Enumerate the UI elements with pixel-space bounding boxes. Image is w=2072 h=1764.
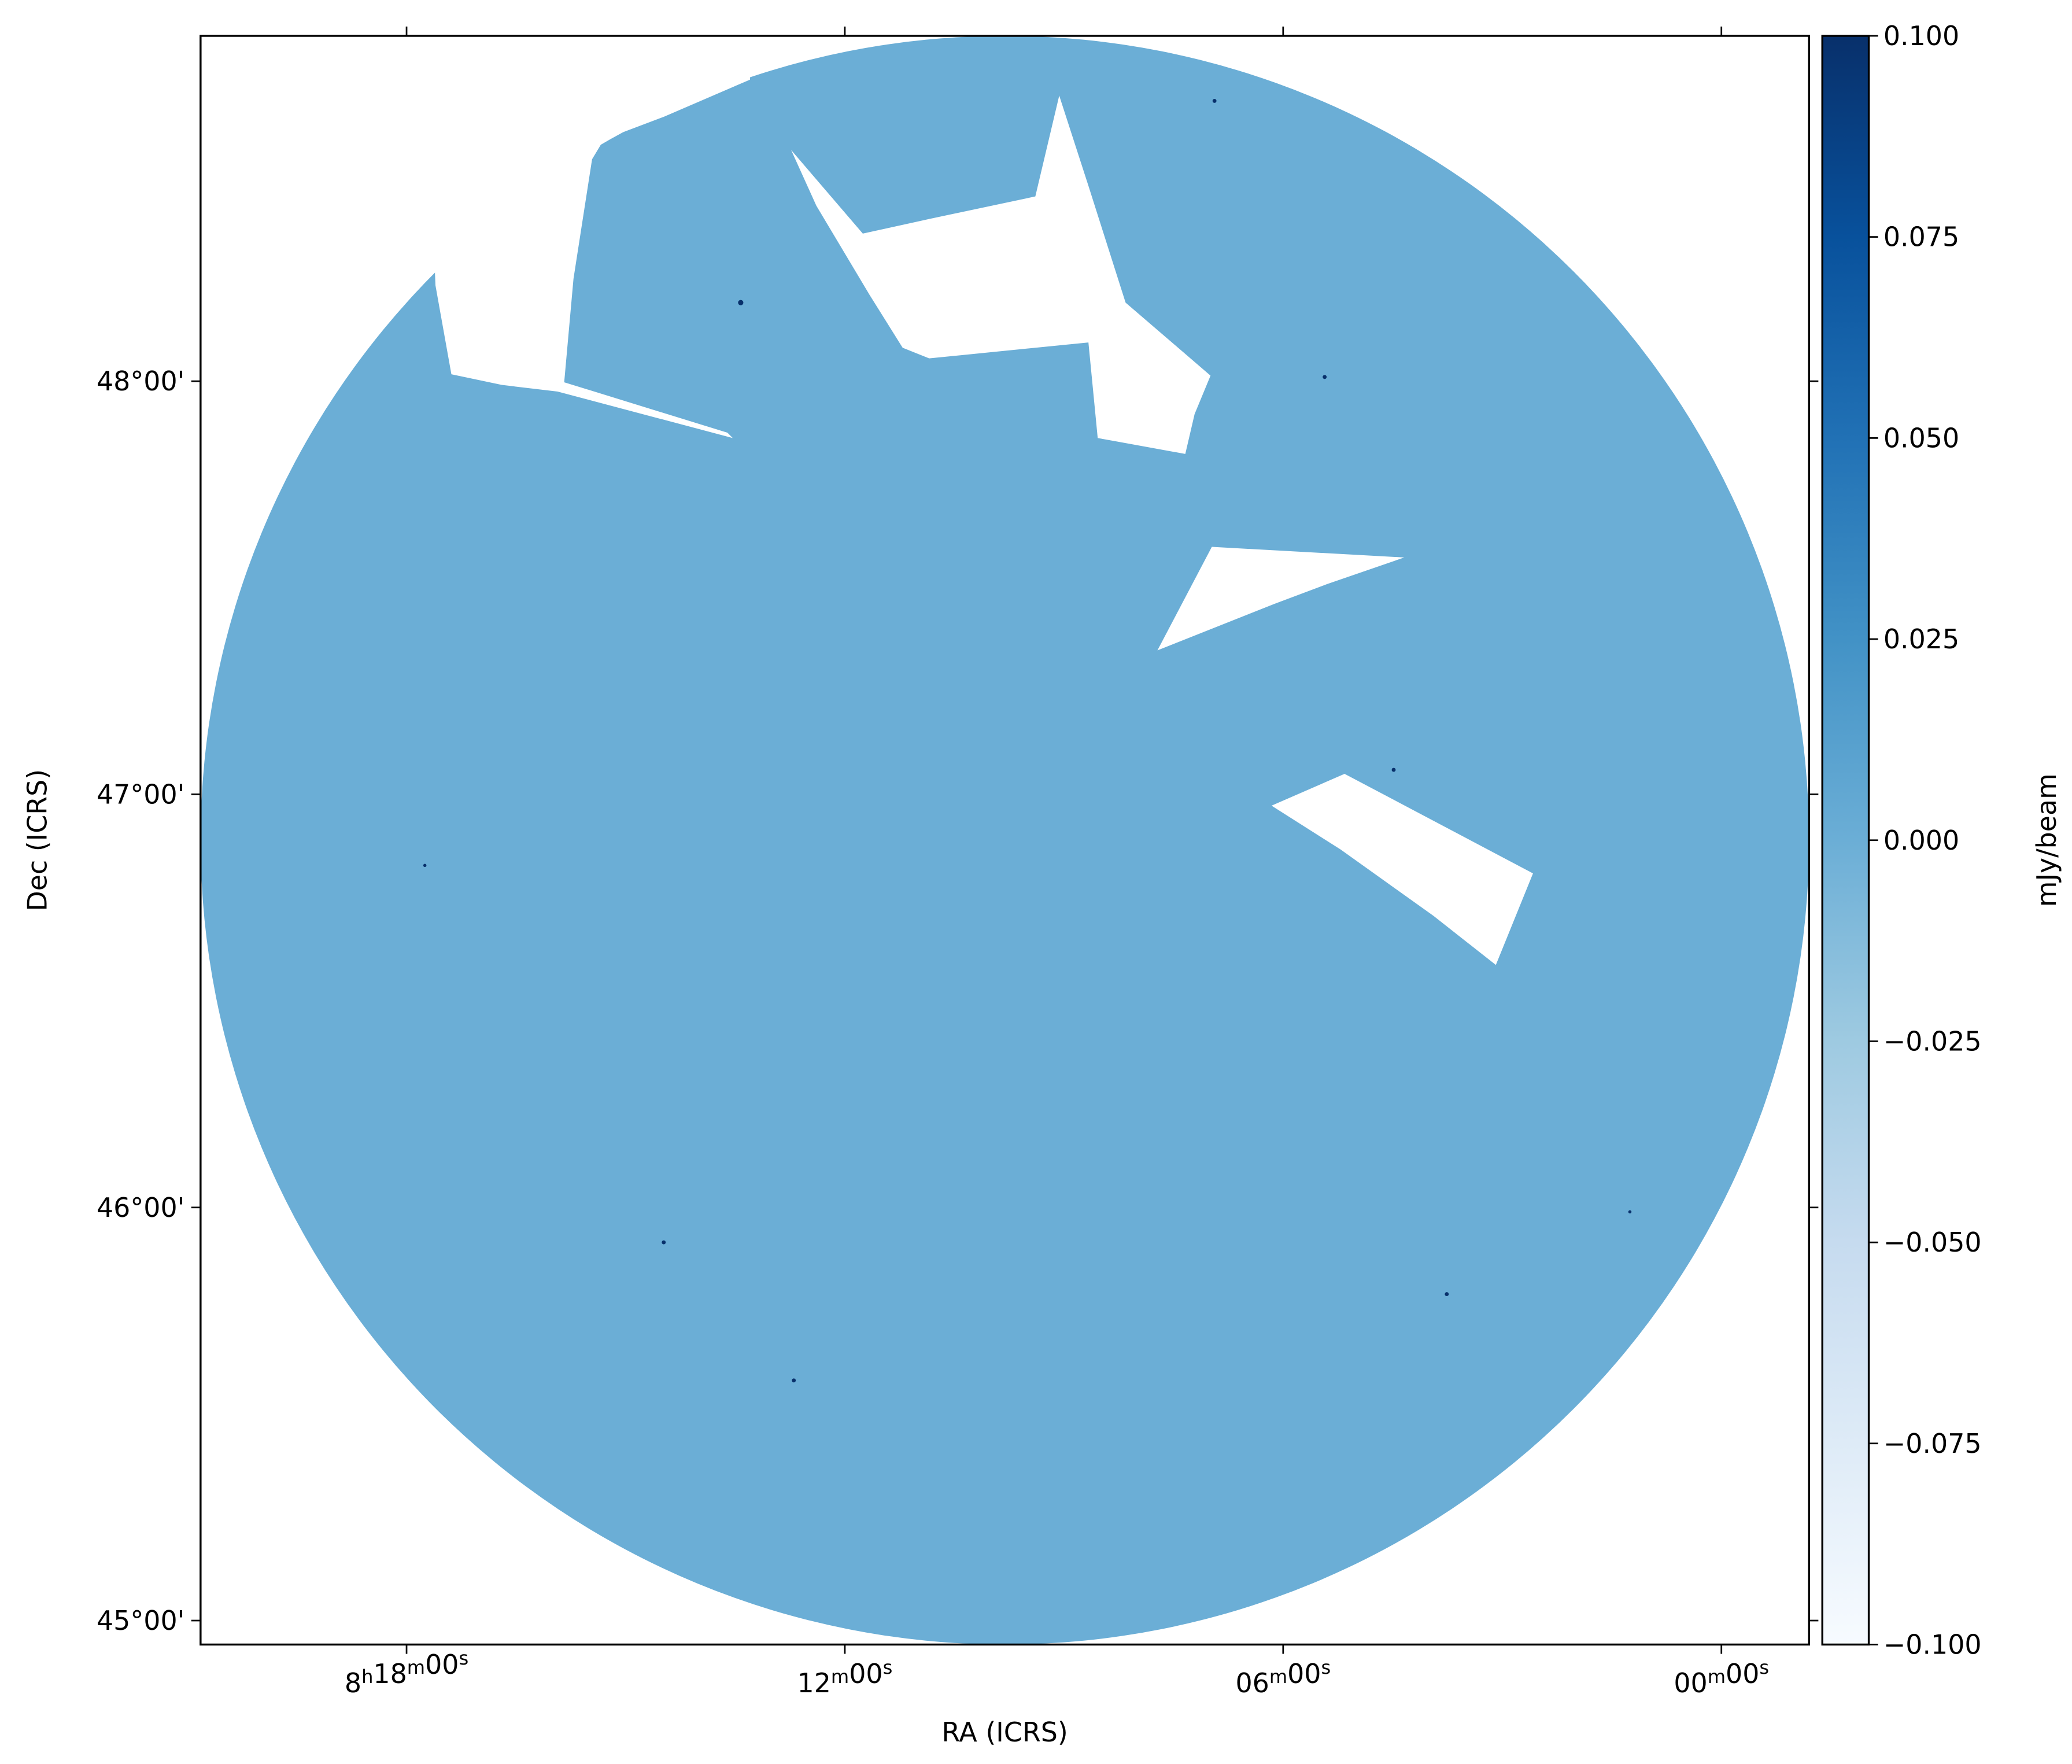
- colorbar-tick-label: 0.050: [1883, 422, 1959, 453]
- y-tick-label: 48°00': [97, 366, 184, 397]
- colorbar-tick-label: −0.075: [1883, 1428, 1982, 1459]
- colorbar-tick-label: −0.050: [1883, 1227, 1982, 1258]
- colorbar-tick-label: −0.100: [1883, 1629, 1982, 1660]
- x-tick-label: 06m00s: [1235, 1656, 1331, 1699]
- y-tick-label: 45°00': [97, 1605, 184, 1636]
- x-tick-label: 00m00s: [1674, 1656, 1769, 1699]
- colorbar: [1821, 35, 1870, 1646]
- colorbar-tick-label: 0.025: [1883, 623, 1959, 655]
- x-tick-label: 8h18m00s: [345, 1647, 468, 1699]
- point-sources: [423, 98, 1632, 1383]
- field-disk: [201, 36, 1809, 1645]
- colorbar-tick-label: −0.025: [1883, 1025, 1982, 1057]
- x-tick-label: 12m00s: [797, 1656, 893, 1699]
- colorbar-label: mJy/beam: [2031, 773, 2062, 907]
- plot-frame: [200, 35, 1811, 1646]
- mask: [425, 35, 750, 438]
- sky-image: [201, 35, 1809, 1645]
- colorbar-tick-label: 0.100: [1883, 20, 1959, 51]
- mask: [1271, 773, 1533, 965]
- y-tick-label: 47°00': [97, 778, 184, 810]
- y-axis-label: Dec (ICRS): [22, 769, 53, 911]
- colorbar-tick-label: 0.000: [1883, 825, 1959, 856]
- mask: [791, 95, 1211, 454]
- masked-regions: [425, 35, 1533, 965]
- mask: [1157, 547, 1405, 651]
- y-tick-label: 46°00': [97, 1192, 184, 1223]
- x-axis-label: RA (ICRS): [941, 1717, 1068, 1748]
- colorbar-tick-label: 0.075: [1883, 222, 1959, 253]
